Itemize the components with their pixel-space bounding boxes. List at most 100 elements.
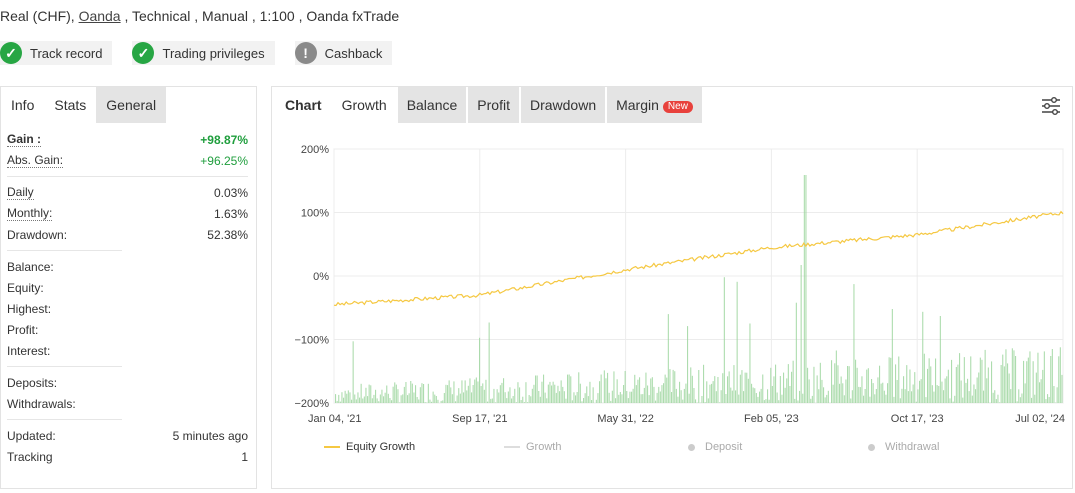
activity-bar bbox=[1021, 393, 1023, 403]
activity-bar bbox=[1018, 389, 1020, 403]
activity-bar bbox=[970, 356, 972, 403]
activity-bar bbox=[595, 399, 597, 403]
activity-bar bbox=[1031, 397, 1033, 403]
divider bbox=[7, 176, 248, 177]
activity-bar bbox=[368, 384, 370, 403]
activity-bar bbox=[575, 395, 577, 403]
activity-bar bbox=[954, 395, 956, 403]
activity-bar bbox=[607, 372, 609, 403]
activity-bar bbox=[479, 337, 481, 403]
activity-bar bbox=[808, 379, 810, 403]
cashback-badge[interactable]: ! Cashback bbox=[294, 41, 393, 65]
activity-bar bbox=[727, 376, 729, 403]
activity-bar bbox=[1047, 394, 1049, 403]
activity-bar bbox=[440, 400, 442, 403]
stat-label[interactable]: Abs. Gain: bbox=[7, 153, 64, 168]
activity-bar bbox=[959, 353, 961, 403]
activity-bar bbox=[543, 374, 545, 403]
activity-bar bbox=[1016, 401, 1018, 403]
broker-link[interactable]: Oanda bbox=[78, 8, 121, 24]
activity-bar bbox=[605, 378, 607, 403]
verification-badges: ✓ Track record ✓ Trading privileges ! Ca… bbox=[0, 41, 393, 65]
stat-label[interactable]: Gain : bbox=[7, 132, 42, 147]
activity-bar bbox=[1008, 373, 1010, 403]
activity-bar bbox=[544, 392, 546, 403]
activity-bar bbox=[519, 387, 521, 403]
settings-sliders-icon[interactable] bbox=[1040, 95, 1062, 117]
activity-bar bbox=[770, 367, 772, 403]
stat-row-profit: Profit: bbox=[7, 319, 248, 340]
tab-profit[interactable]: Profit bbox=[468, 87, 519, 123]
activity-bar bbox=[344, 390, 346, 403]
legend-withdrawal[interactable]: Withdrawal bbox=[868, 441, 939, 453]
activity-bar bbox=[891, 309, 893, 403]
activity-bar bbox=[631, 391, 633, 403]
stat-label: Balance: bbox=[7, 259, 54, 274]
activity-bar bbox=[971, 395, 973, 403]
activity-bar bbox=[461, 380, 463, 403]
activity-bar bbox=[687, 326, 689, 403]
y-tick-label: −100% bbox=[294, 335, 329, 347]
activity-bar bbox=[555, 392, 557, 403]
activity-bar bbox=[515, 402, 517, 403]
activity-bar bbox=[1061, 374, 1063, 403]
activity-bar bbox=[691, 375, 693, 403]
activity-bar bbox=[778, 400, 780, 403]
activity-bar bbox=[683, 388, 685, 403]
activity-bar bbox=[685, 383, 687, 403]
activity-bar bbox=[349, 392, 351, 403]
stat-label[interactable]: Daily bbox=[7, 185, 34, 200]
activity-bar bbox=[624, 371, 626, 403]
exclamation-icon: ! bbox=[294, 42, 317, 64]
activity-bar bbox=[637, 379, 639, 403]
tab-chart[interactable]: Chart bbox=[285, 97, 322, 113]
stat-label: Tracking bbox=[7, 449, 53, 464]
activity-bar bbox=[917, 389, 919, 403]
legend-growth[interactable]: Growth bbox=[504, 441, 561, 453]
track-record-badge[interactable]: ✓ Track record bbox=[0, 41, 113, 65]
tab-stats[interactable]: Stats bbox=[54, 97, 87, 113]
activity-bar bbox=[709, 384, 711, 403]
activity-bar bbox=[603, 370, 605, 403]
activity-bar bbox=[711, 383, 713, 403]
activity-bar bbox=[866, 369, 868, 403]
activity-bar bbox=[551, 385, 553, 403]
legend-deposit[interactable]: Deposit bbox=[688, 441, 742, 453]
activity-bar bbox=[378, 401, 380, 403]
activity-bar bbox=[339, 401, 341, 403]
tab-growth[interactable]: Growth bbox=[341, 97, 387, 113]
activity-bar bbox=[634, 374, 636, 403]
stat-value: 1.63% bbox=[213, 206, 248, 221]
activity-bar bbox=[675, 388, 677, 403]
activity-bar bbox=[608, 392, 610, 403]
legend-equity-growth[interactable]: Equity Growth bbox=[324, 441, 415, 453]
activity-bar bbox=[589, 381, 591, 403]
activity-bar bbox=[1024, 383, 1026, 403]
tab-general[interactable]: General bbox=[96, 87, 167, 123]
activity-bar bbox=[890, 357, 892, 403]
activity-bar bbox=[541, 381, 543, 403]
activity-bar bbox=[973, 384, 975, 403]
trading-privileges-badge[interactable]: ✓ Trading privileges bbox=[132, 41, 275, 65]
tab-balance[interactable]: Balance bbox=[397, 87, 467, 123]
activity-bar bbox=[975, 389, 977, 403]
activity-bar bbox=[765, 399, 767, 403]
tab-margin[interactable]: Margin New bbox=[607, 87, 702, 123]
activity-bar bbox=[883, 390, 885, 403]
activity-bar bbox=[962, 397, 964, 403]
activity-bar bbox=[943, 390, 945, 403]
activity-bar bbox=[1005, 349, 1007, 403]
stat-label[interactable]: Monthly: bbox=[7, 206, 53, 221]
activity-bar bbox=[688, 393, 690, 403]
activity-bar bbox=[573, 392, 575, 403]
tab-info[interactable]: Info bbox=[11, 97, 35, 113]
activity-bar bbox=[800, 265, 802, 403]
activity-bar bbox=[392, 386, 394, 403]
activity-bar bbox=[955, 367, 957, 403]
activity-bar bbox=[1034, 394, 1036, 403]
x-tick-label: May 31, '22 bbox=[597, 413, 654, 425]
activity-bar bbox=[952, 401, 954, 403]
activity-bar bbox=[475, 377, 477, 403]
tab-drawdown[interactable]: Drawdown bbox=[520, 87, 606, 123]
activity-bar bbox=[984, 349, 986, 403]
